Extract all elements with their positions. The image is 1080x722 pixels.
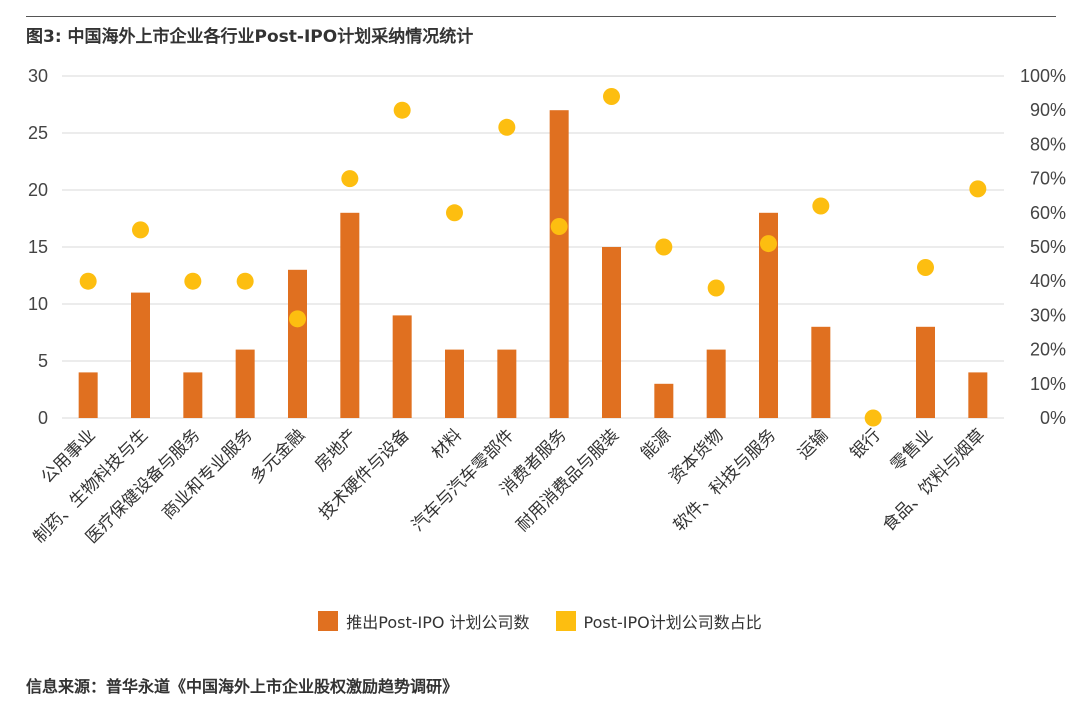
- bar: [602, 247, 621, 418]
- legend-item-ratio: Post-IPO计划公司数占比: [555, 609, 762, 633]
- right-tick-label: 40%: [1030, 271, 1066, 291]
- right-tick-label: 30%: [1030, 305, 1066, 325]
- dot-point: [393, 101, 411, 119]
- category-label: 多元金融: [247, 425, 309, 487]
- dot-point: [184, 272, 202, 290]
- category-label: 商业和专业服务: [158, 425, 256, 523]
- dot-series: [79, 88, 987, 427]
- right-tick-label: 60%: [1030, 203, 1066, 223]
- bar: [183, 372, 203, 418]
- legend-label-count: 推出Post-IPO 计划公司数: [346, 613, 530, 632]
- right-tick-label: 100%: [1020, 66, 1066, 86]
- bar-series: [78, 110, 988, 418]
- bar: [445, 349, 464, 418]
- dot-point: [498, 118, 516, 136]
- left-tick-label: 10: [28, 294, 48, 314]
- dot-point: [812, 197, 830, 215]
- right-tick-label: 70%: [1030, 169, 1066, 189]
- left-tick-label: 15: [28, 237, 48, 257]
- category-label: 运输: [794, 425, 832, 463]
- bar: [288, 269, 307, 418]
- dot-point: [707, 279, 725, 297]
- bar: [916, 326, 935, 418]
- legend: 推出Post-IPO 计划公司数 Post-IPO计划公司数占比: [0, 609, 1080, 633]
- legend-swatch-bar: [318, 611, 339, 631]
- bar: [654, 383, 674, 418]
- right-tick-label: 90%: [1030, 100, 1066, 120]
- left-tick-label: 0: [38, 408, 48, 428]
- left-tick-label: 20: [28, 180, 48, 200]
- left-tick-label: 30: [28, 66, 48, 86]
- dot-point: [917, 259, 934, 277]
- bar: [235, 349, 255, 418]
- right-axis-ticks: 0% 10% 20% 30% 40% 50% 60% 70% 80% 90% 100%: [1020, 66, 1066, 428]
- combo-chart: 0 5 10 15 20 25 30 0% 10% 20% 30% 40% 50% 60% 70% 80% 9…: [28, 66, 1066, 548]
- gridlines: [62, 75, 1004, 419]
- left-tick-label: 5: [38, 351, 48, 371]
- category-label: 能源: [637, 425, 675, 463]
- legend-swatch-dot: [555, 611, 576, 631]
- category-label: 零售业: [887, 425, 937, 475]
- source-note: 信息来源：普华永道《中国海外上市企业股权激励趋势调研》: [26, 677, 459, 696]
- bar: [392, 315, 412, 418]
- bar: [706, 349, 726, 418]
- dot-point: [79, 272, 97, 290]
- category-label: 房地产: [311, 425, 361, 475]
- bar: [497, 349, 517, 418]
- dot-point: [289, 310, 306, 328]
- bar: [549, 110, 569, 418]
- right-tick-label: 10%: [1030, 374, 1066, 394]
- top-rule: [26, 16, 1056, 17]
- bar: [811, 326, 831, 418]
- legend-label-ratio: Post-IPO计划公司数占比: [583, 613, 762, 632]
- category-label: 银行: [847, 425, 885, 463]
- bar: [968, 372, 988, 418]
- dot-point: [132, 221, 149, 239]
- right-tick-label: 0%: [1040, 408, 1066, 428]
- dot-point: [236, 272, 254, 290]
- category-label: 材料: [428, 425, 466, 463]
- dot-point: [864, 409, 882, 427]
- figure-title: 图3: 中国海外上市企业各行业Post-IPO计划采纳情况统计: [26, 27, 474, 47]
- dot-point: [655, 238, 673, 256]
- right-tick-label: 80%: [1030, 134, 1066, 154]
- category-label: 技术硬件与设备: [315, 425, 413, 523]
- legend-item-count: 推出Post-IPO 计划公司数: [318, 609, 530, 633]
- bar: [340, 212, 360, 418]
- bar: [131, 292, 150, 418]
- dot-point: [969, 180, 987, 198]
- dot-point: [760, 235, 777, 253]
- dot-point: [603, 88, 620, 106]
- left-axis-ticks: 0 5 10 15 20 25 30: [28, 66, 48, 428]
- dot-point: [446, 204, 463, 222]
- right-tick-label: 20%: [1030, 340, 1066, 360]
- dot-point: [550, 217, 568, 235]
- left-tick-label: 25: [28, 123, 48, 143]
- bar: [78, 372, 98, 418]
- bar: [759, 212, 778, 418]
- right-tick-label: 50%: [1030, 237, 1066, 257]
- dot-point: [341, 170, 359, 188]
